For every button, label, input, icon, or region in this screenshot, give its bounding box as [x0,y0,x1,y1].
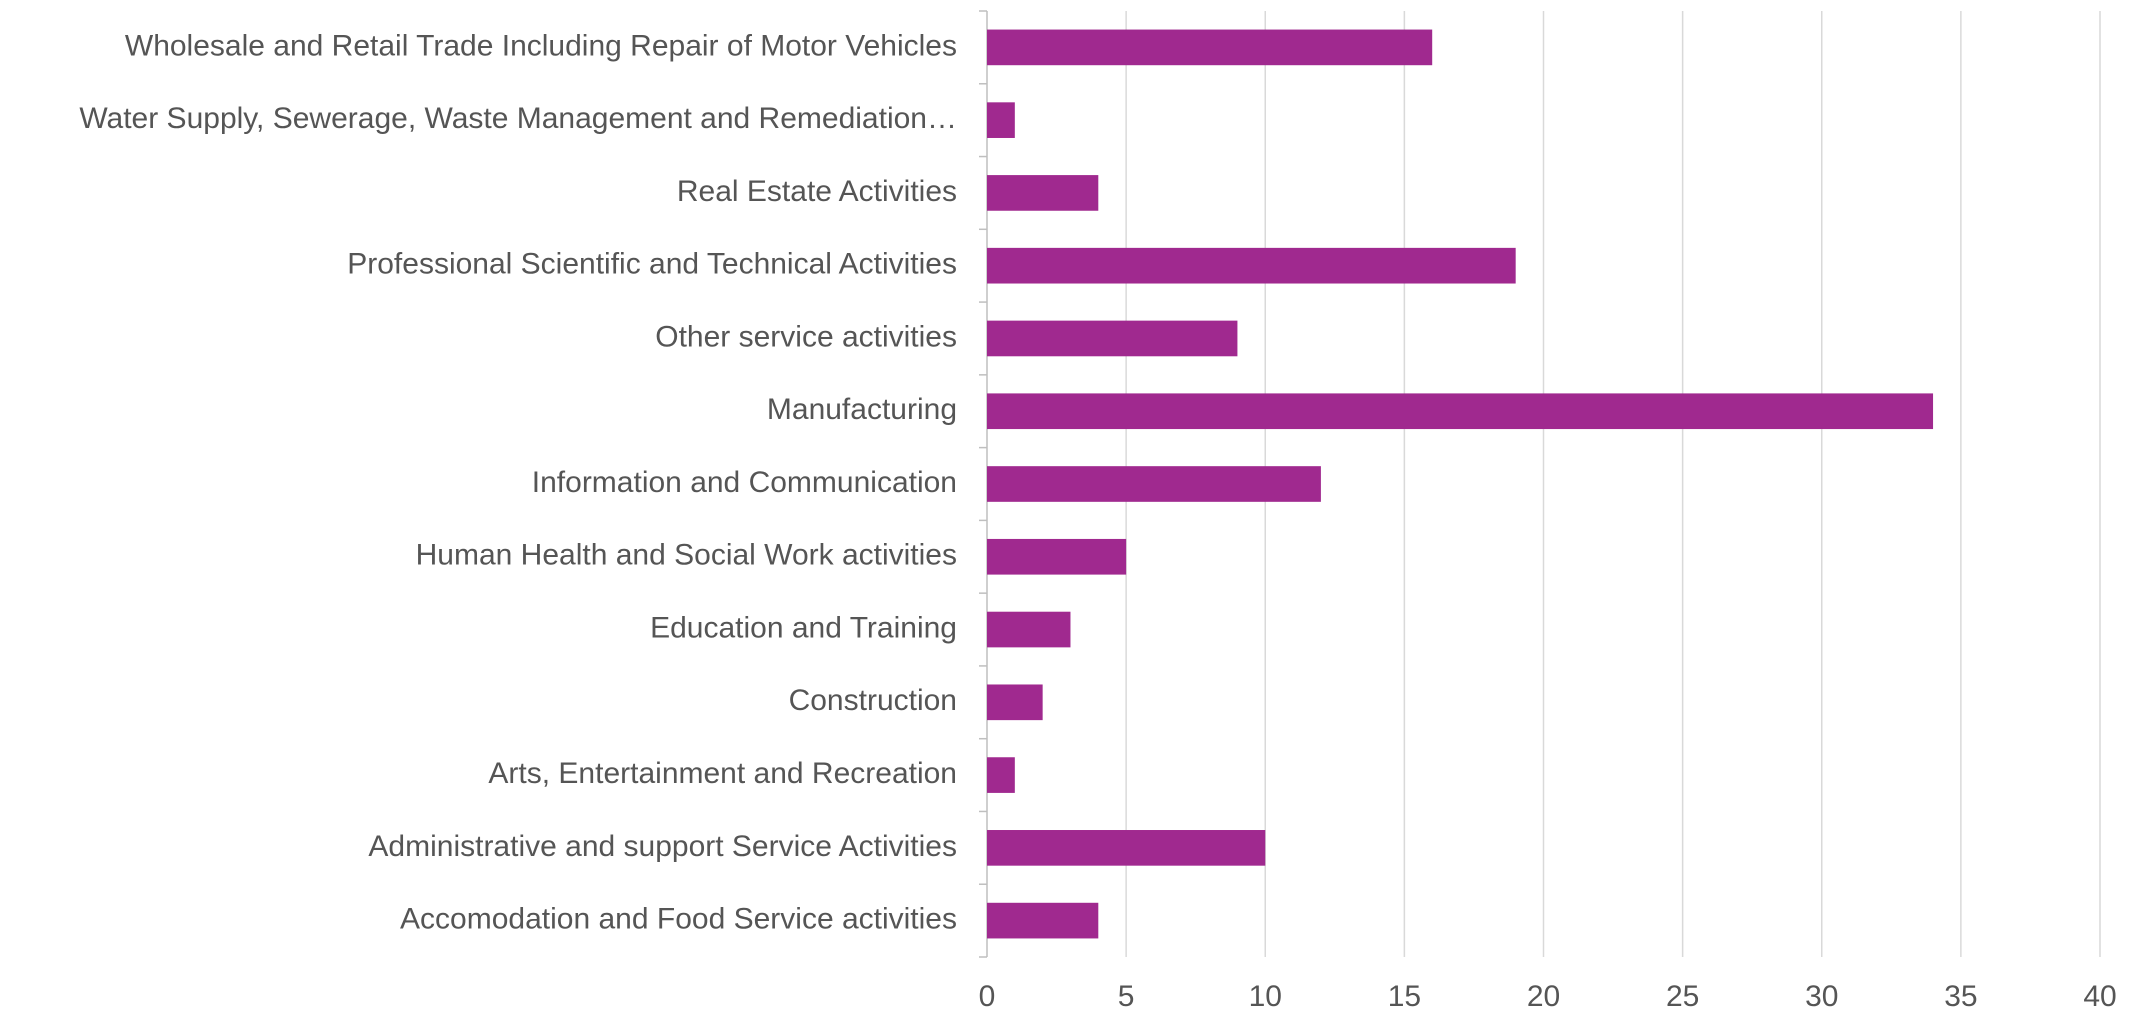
bar [987,29,1433,66]
y-tick-label: Administrative and support Service Activ… [368,830,957,863]
x-tick-label: 15 [1388,980,1421,1009]
y-tick-label: Manufacturing [767,393,957,426]
y-tick-label: Real Estate Activities [677,175,957,208]
y-tick-label: Construction [789,684,957,717]
x-tick-label: 0 [979,980,996,1009]
bar [987,393,1934,430]
bar [987,175,1099,211]
y-tick-label: Wholesale and Retail Trade Including Rep… [125,29,957,62]
x-tick-label: 20 [1527,980,1560,1009]
bar [987,247,1516,284]
x-tick-label: 10 [1249,980,1282,1009]
x-tick-label: 25 [1666,980,1699,1009]
bar [987,102,1015,138]
y-tick-label: Human Health and Social Work activities [416,539,957,572]
bar [987,757,1015,793]
y-tick-label: Information and Communication [532,466,957,499]
y-tick-label: Professional Scientific and Technical Ac… [347,248,957,281]
y-tick-label: Accomodation and Food Service activities [400,903,957,936]
bar [987,902,1099,939]
bar [987,830,1266,866]
y-tick-label: Water Supply, Sewerage, Waste Management… [79,102,957,135]
x-tick-label: 5 [1118,980,1135,1009]
x-tick-label: 40 [2083,980,2116,1009]
bar [987,320,1238,357]
y-tick-label: Education and Training [650,611,957,644]
bar [987,611,1071,648]
x-tick-label: 35 [1944,980,1977,1009]
y-tick-label: Arts, Entertainment and Recreation [488,757,957,790]
x-tick-label: 30 [1805,980,1838,1009]
bar [987,684,1043,721]
bar [987,466,1321,502]
bar [987,538,1127,575]
y-tick-label: Other service activities [655,320,957,353]
